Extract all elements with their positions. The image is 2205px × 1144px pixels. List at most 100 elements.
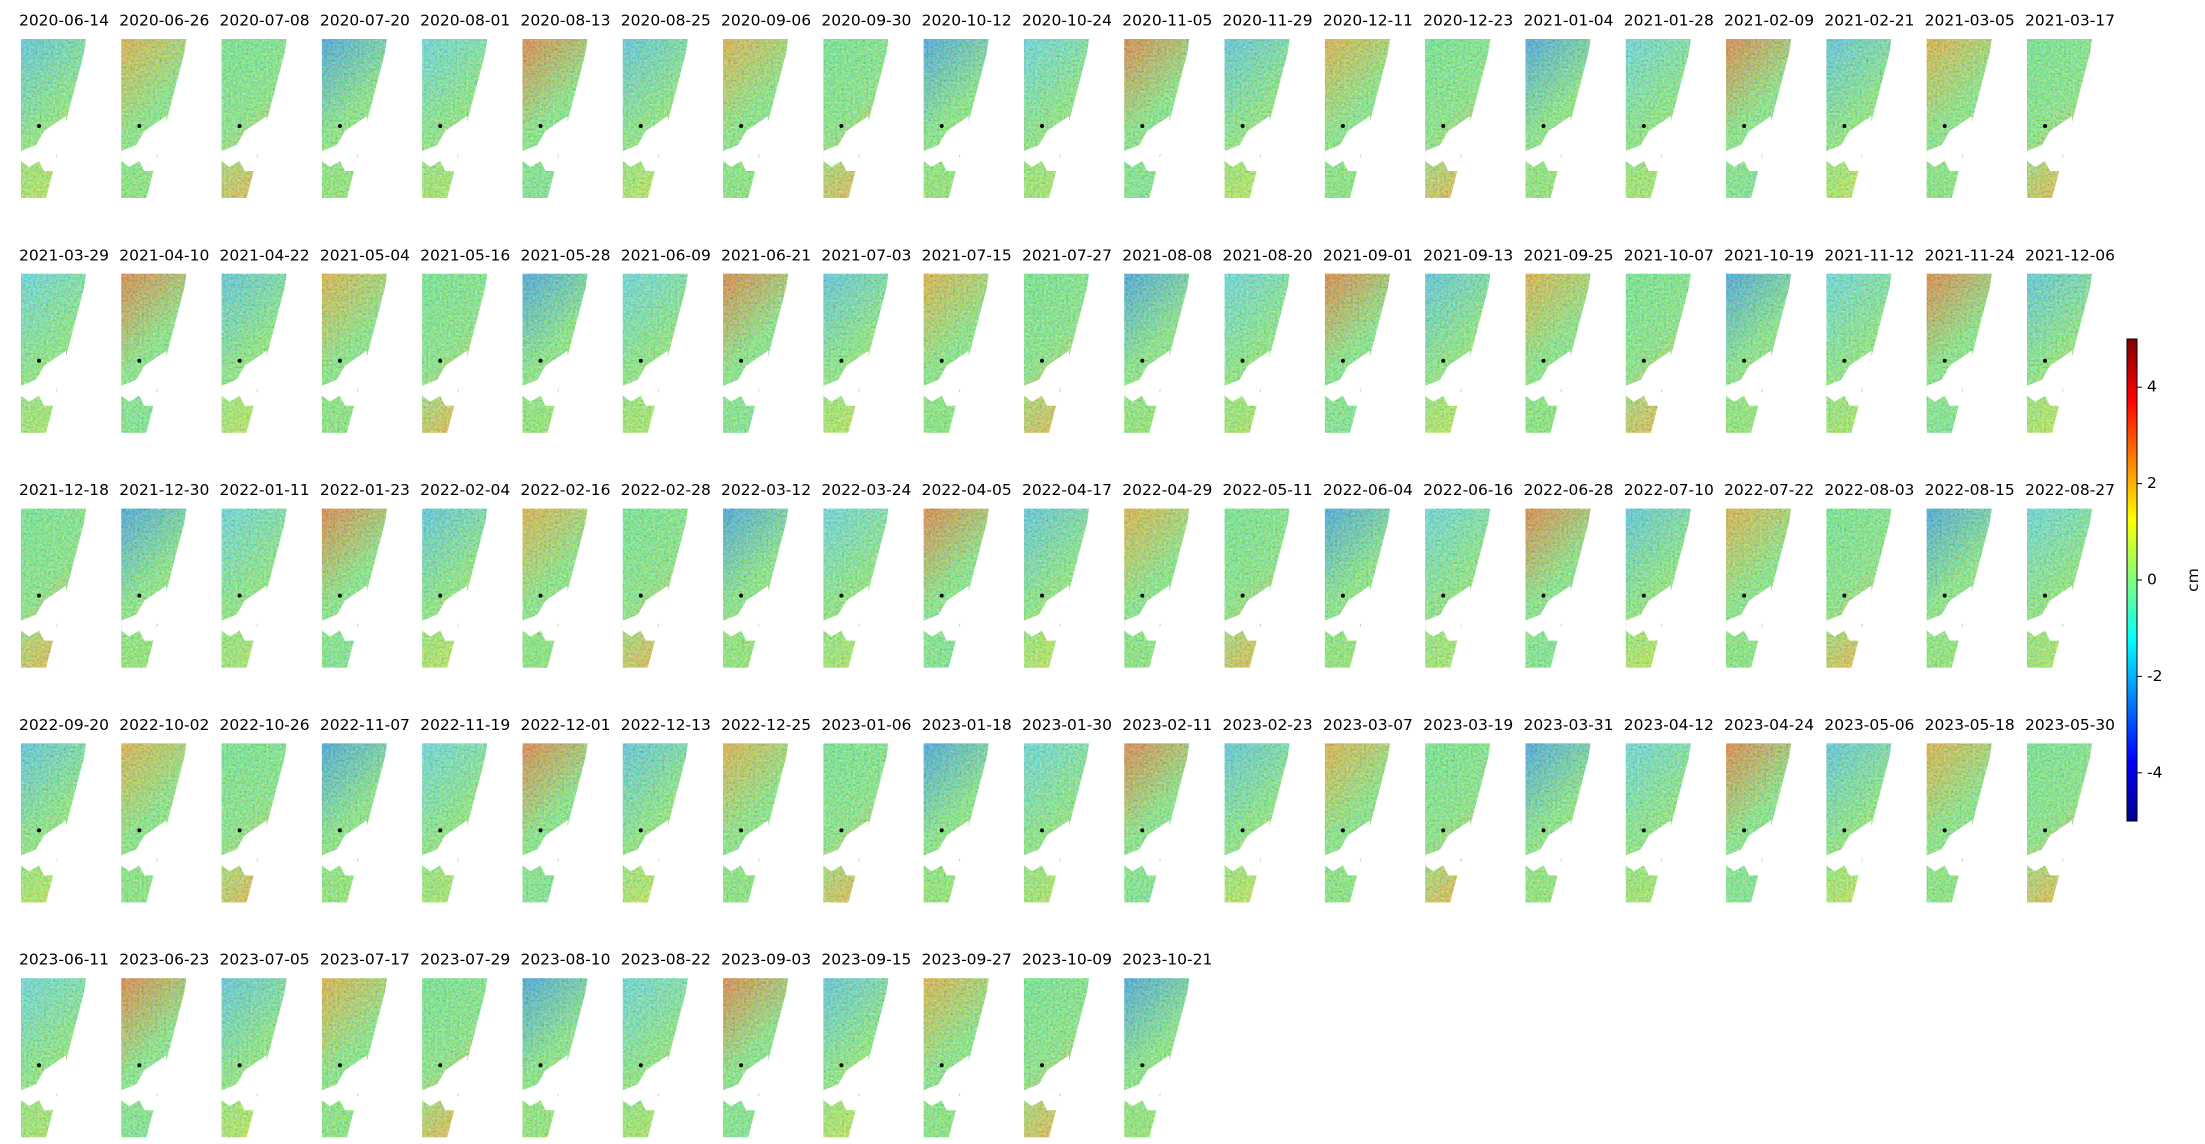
map-texture — [321, 39, 387, 198]
panel-grid: 2020-06-14 2020-06-26 2020-07-08 2020-07-20… — [19, 12, 2115, 1138]
panel-title: 2020-08-01 — [420, 12, 510, 30]
panel-title: 2021-12-06 — [2025, 246, 2115, 264]
marker — [1441, 358, 1446, 363]
map-texture — [422, 508, 488, 668]
mask-hole — [1224, 116, 1270, 171]
mask-hole — [923, 116, 969, 171]
map-texture — [522, 743, 588, 903]
map-texture — [1525, 273, 1591, 433]
mask-hole — [1324, 350, 1370, 406]
marker — [1942, 358, 1947, 363]
panel-title: 2022-12-25 — [721, 716, 811, 734]
marker — [1742, 358, 1747, 363]
panel-title: 2023-09-27 — [922, 951, 1012, 969]
map-texture — [923, 978, 989, 1138]
map-texture — [221, 508, 287, 668]
marker — [1040, 1063, 1044, 1068]
marker — [638, 1063, 643, 1068]
panel-title: 2023-02-23 — [1223, 716, 1313, 734]
panel-title: 2022-04-05 — [922, 481, 1012, 499]
marker — [438, 124, 443, 128]
panel-title: 2022-02-16 — [520, 481, 610, 499]
mask-hole — [121, 1055, 167, 1111]
map-texture — [1324, 508, 1390, 668]
mask-hole — [321, 350, 367, 406]
panel-title: 2021-01-04 — [1523, 12, 1613, 30]
map-texture — [1224, 743, 1290, 903]
panel-title: 2022-03-12 — [721, 481, 811, 499]
map-texture — [622, 39, 688, 198]
panel-title: 2022-02-28 — [621, 481, 711, 499]
mask-hole — [1726, 585, 1772, 641]
map-texture — [2027, 273, 2092, 433]
mask-hole — [622, 820, 668, 876]
panel-title: 2021-07-27 — [1022, 246, 1112, 264]
mask-hole — [21, 350, 66, 406]
mask-hole — [923, 350, 969, 406]
mask-hole — [221, 116, 267, 171]
mask-hole — [1625, 116, 1671, 171]
marker — [237, 593, 242, 598]
map-texture — [221, 978, 287, 1138]
map-texture — [923, 508, 989, 668]
marker — [137, 828, 142, 833]
marker — [37, 828, 41, 833]
mask-hole — [723, 585, 769, 641]
map-texture — [1324, 273, 1390, 433]
mask-hole — [221, 820, 267, 876]
panel-title: 2022-06-04 — [1323, 481, 1413, 499]
map-texture — [2027, 39, 2092, 198]
panel-title: 2023-07-29 — [420, 951, 510, 969]
marker — [1040, 358, 1044, 363]
panel-title: 2023-09-03 — [721, 951, 811, 969]
map-texture — [422, 39, 488, 198]
mask-hole — [923, 820, 969, 876]
map-texture — [823, 743, 889, 903]
panel-title: 2020-10-24 — [1022, 12, 1112, 30]
marker — [638, 124, 643, 128]
mask-hole — [1525, 116, 1571, 171]
marker — [337, 593, 342, 598]
mask-hole — [1525, 820, 1571, 876]
panel-title: 2023-03-19 — [1423, 716, 1513, 734]
marker — [839, 828, 844, 833]
mask-hole — [1224, 350, 1270, 406]
map-texture — [522, 39, 588, 198]
mask-hole — [1926, 116, 1972, 171]
mask-hole — [1826, 116, 1872, 171]
map-texture — [1024, 508, 1089, 668]
panel-title: 2022-07-22 — [1724, 481, 1814, 499]
panel-title: 2023-04-24 — [1724, 716, 1814, 734]
mask-hole — [522, 350, 568, 406]
colorbar-tick-label: -2 — [2147, 667, 2162, 685]
mask-hole — [1726, 116, 1772, 171]
mask-hole — [1525, 585, 1571, 641]
mask-hole — [121, 350, 167, 406]
panel-title: 2023-07-17 — [320, 951, 410, 969]
marker — [438, 828, 443, 833]
mask-hole — [422, 1055, 468, 1111]
panel-title: 2021-03-05 — [1925, 12, 2015, 30]
mask-hole — [1425, 116, 1471, 171]
map-texture — [1425, 743, 1491, 903]
mask-hole — [823, 350, 869, 406]
map-texture — [1726, 39, 1792, 198]
map-texture — [1926, 743, 1992, 903]
panel-title: 2022-06-16 — [1423, 481, 1513, 499]
map-texture — [622, 273, 688, 433]
mask-hole — [823, 585, 869, 641]
panel-title: 2021-07-15 — [922, 246, 1012, 264]
map-texture — [622, 743, 688, 903]
map-texture — [1124, 978, 1190, 1138]
map-texture — [1625, 743, 1691, 903]
panel-title: 2023-06-11 — [19, 951, 109, 969]
panel-title: 2020-08-13 — [520, 12, 610, 30]
marker — [237, 124, 242, 128]
map-texture — [21, 39, 86, 198]
map-texture — [1926, 273, 1992, 433]
marker — [438, 593, 443, 598]
panel-title: 2023-03-31 — [1523, 716, 1613, 734]
map-texture — [1826, 743, 1892, 903]
panel-title: 2022-04-29 — [1122, 481, 1212, 499]
marker — [1340, 828, 1345, 833]
